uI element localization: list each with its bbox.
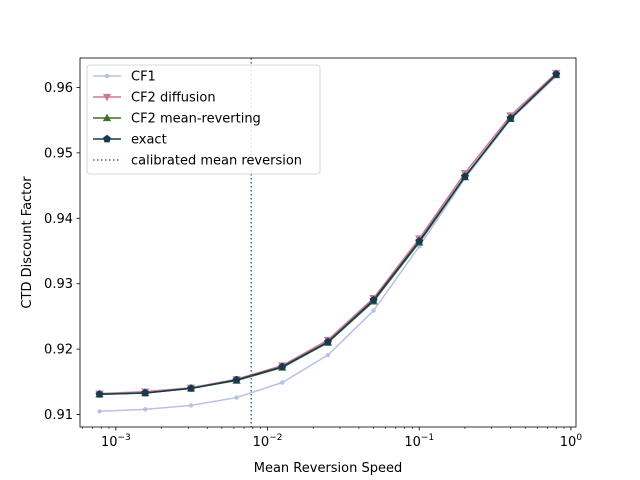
- x-tick-exponent-1: −2: [269, 433, 282, 443]
- point-exact-5: [323, 337, 332, 346]
- x-tick-exponent-3: 0: [576, 433, 582, 443]
- plot-inner: [95, 58, 561, 427]
- y-axis-label: CTD Discount Factor: [20, 176, 35, 309]
- legend-marker-cf2-diffusion: [102, 93, 112, 102]
- point-cf1-0: [97, 409, 102, 414]
- point-cf1-5: [325, 352, 331, 358]
- point-exact-6: [369, 295, 378, 304]
- point-cf1-3: [234, 395, 239, 400]
- x-tick-label-3: 100: [560, 433, 583, 450]
- point-exact-8: [460, 172, 469, 180]
- x-tick-exponent-0: −3: [118, 433, 131, 443]
- point-exact-7: [415, 236, 424, 245]
- legend-box: [86, 64, 321, 175]
- point-exact-10: [552, 70, 561, 78]
- plot-area: [95, 58, 561, 427]
- x-tick-base-1: 10: [253, 435, 270, 450]
- legend-label-cf2-diffusion: CF2 diffusion: [131, 91, 216, 106]
- y-tick-label-1: 0.92: [44, 343, 73, 358]
- point-exact-9: [506, 113, 515, 122]
- y-tick-label-0: 0.91: [44, 408, 73, 423]
- point-cf1-1: [142, 407, 148, 412]
- x-tick-label-2: 10−1: [404, 433, 434, 450]
- legend-marker-cf1: [104, 73, 110, 79]
- point-exact-3: [232, 375, 241, 384]
- x-tick-base-3: 10: [560, 435, 577, 450]
- legend-label-cf1: CF1: [131, 70, 156, 85]
- x-tick-base-2: 10: [404, 435, 421, 450]
- legend-marker-cf2-mean-reverting: [102, 113, 112, 122]
- x-tick-base-0: 10: [101, 435, 118, 450]
- y-tick-label-5: 0.96: [44, 81, 73, 96]
- point-exact-0: [95, 390, 104, 398]
- legend-label-cf2-mean-reverting: CF2 mean-reverting: [131, 112, 261, 127]
- point-exact-1: [141, 388, 150, 397]
- legend-label-exact: exact: [131, 133, 167, 148]
- legend-label-calibrated-mean-reversion: calibrated mean reversion: [131, 154, 302, 169]
- point-exact-4: [278, 362, 287, 371]
- legend-marker-exact: [103, 134, 111, 143]
- y-tick-label-2: 0.93: [44, 277, 73, 292]
- point-cf1-2: [188, 403, 194, 408]
- plot-frame: [79, 57, 577, 428]
- point-cf1-4: [280, 380, 285, 385]
- point-cf1-6: [371, 308, 376, 313]
- y-tick-label-4: 0.95: [44, 146, 73, 161]
- x-tick-exponent-2: −1: [421, 433, 434, 443]
- x-tick-label-0: 10−3: [101, 433, 131, 450]
- x-tick-label-1: 10−2: [253, 433, 283, 450]
- x-axis-label: Mean Reversion Speed: [254, 461, 403, 476]
- point-exact-2: [187, 384, 196, 392]
- legend: CF1 CF2 diffusion CF2 mean-reverting exact c…: [86, 64, 321, 175]
- y-tick-label-3: 0.94: [44, 212, 73, 227]
